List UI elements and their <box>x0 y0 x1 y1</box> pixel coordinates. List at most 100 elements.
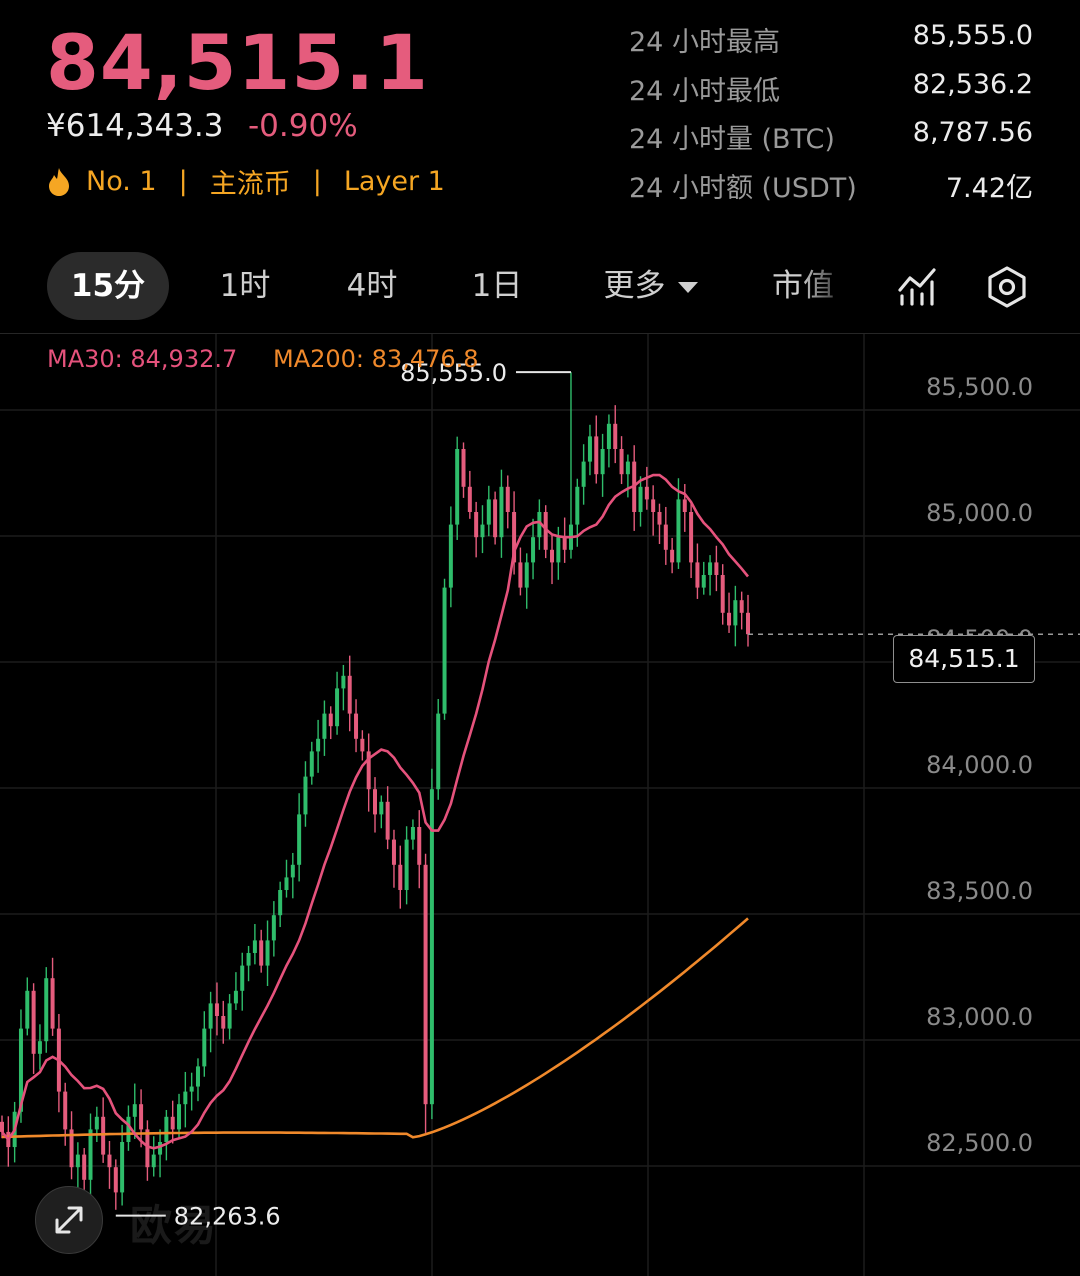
candle-body <box>265 940 270 966</box>
candle-body <box>505 486 510 512</box>
candle-body <box>360 738 365 752</box>
candle-body <box>366 751 371 790</box>
fullscreen-button[interactable] <box>35 1186 103 1254</box>
tab-15m[interactable]: 15分 <box>47 252 169 320</box>
candle <box>347 655 352 732</box>
candle <box>316 719 321 773</box>
candle-body <box>335 688 340 727</box>
candle-body <box>101 1116 106 1155</box>
candle <box>183 1071 188 1128</box>
candle-body <box>644 486 649 500</box>
candle <box>164 1109 169 1161</box>
candle <box>518 547 523 596</box>
tab-1h[interactable]: 1时 <box>219 268 271 304</box>
candle <box>410 819 415 850</box>
tag-separator: | <box>178 166 188 197</box>
stat-label-24h-high: 24 小时最高 <box>629 27 780 58</box>
tag-layer[interactable]: Layer 1 <box>343 166 445 197</box>
candle-body <box>720 575 725 613</box>
candle <box>335 671 340 735</box>
candle <box>278 881 283 928</box>
candle-body <box>550 549 555 563</box>
candle-body <box>404 839 409 890</box>
candle <box>600 433 605 497</box>
candle-body <box>50 978 55 1029</box>
indicator-chart-icon[interactable] <box>896 266 940 306</box>
candle <box>417 810 422 889</box>
ma30-legend: MA30: 84,932.7 <box>47 345 238 373</box>
flame-icon <box>49 167 69 196</box>
divider <box>0 333 1080 334</box>
tab-4h[interactable]: 4时 <box>346 268 398 304</box>
coin-tags: No. 1 | 主流币 | Layer 1 <box>46 162 445 201</box>
candle-body <box>177 1104 182 1130</box>
candle-body <box>183 1091 188 1105</box>
candle <box>151 1136 156 1177</box>
candle-body <box>309 751 314 777</box>
candle-body <box>733 600 738 626</box>
tab-1d[interactable]: 1日 <box>471 268 523 304</box>
tab-more[interactable]: 更多 <box>588 252 713 320</box>
candle-body <box>499 486 504 538</box>
kline-chart[interactable]: 85,500.085,000.084,500.084,000.083,500.0… <box>0 334 1080 1276</box>
last-price-tag: 84,515.1 <box>893 635 1035 683</box>
candle-body <box>594 436 599 475</box>
candle <box>309 741 314 785</box>
candle-body <box>132 1104 137 1117</box>
candle <box>139 1089 144 1148</box>
candle-body <box>158 1142 163 1155</box>
high-marker-label: 85,555.0 <box>400 359 507 387</box>
candle <box>429 768 434 1120</box>
candle <box>708 555 713 596</box>
candle-body <box>429 789 434 1105</box>
low-marker: 82,263.6 <box>115 1203 281 1231</box>
candle <box>145 1120 150 1181</box>
chart-grid <box>0 334 1080 1276</box>
candle-body <box>322 713 327 739</box>
candle <box>132 1083 137 1139</box>
candle <box>246 945 251 982</box>
candle <box>37 1024 42 1070</box>
candle-body <box>537 512 542 538</box>
candle <box>543 505 548 559</box>
candle <box>689 502 694 579</box>
y-axis-tick-label: 83,000.0 <box>926 1003 1033 1031</box>
tag-separator: | <box>312 166 322 197</box>
y-axis-tick-label: 84,000.0 <box>926 751 1033 779</box>
candle-body <box>31 990 36 1054</box>
y-axis-tick-label: 83,500.0 <box>926 877 1033 905</box>
candle-body <box>195 1066 200 1087</box>
candle <box>271 901 276 957</box>
candle <box>252 924 257 965</box>
candle <box>354 699 359 753</box>
candle-body <box>657 512 662 525</box>
candle <box>265 920 270 987</box>
candle-body <box>347 675 352 714</box>
candle-body <box>379 801 384 815</box>
candle <box>480 505 485 554</box>
candle <box>670 537 675 574</box>
candle-body <box>208 1003 213 1029</box>
candle <box>107 1140 112 1189</box>
interval-tabs: 15分 1时 4时 1日 更多 市值 <box>0 252 1080 324</box>
candle-body <box>606 423 611 449</box>
tag-category[interactable]: 主流币 <box>209 169 291 200</box>
candle <box>195 1058 200 1102</box>
candle-body <box>493 499 498 538</box>
candle-body <box>290 864 295 878</box>
candle-body <box>512 512 517 563</box>
settings-hexagon-icon[interactable] <box>986 265 1028 309</box>
candle-body <box>214 1003 219 1016</box>
candle <box>31 983 36 1074</box>
candle-body <box>746 612 750 635</box>
candle <box>455 436 460 540</box>
candle-body <box>423 864 428 1105</box>
candle-body <box>518 562 523 588</box>
candle <box>701 561 706 595</box>
tag-rank[interactable]: No. 1 <box>86 166 157 197</box>
candle-body <box>556 537 561 563</box>
candle-body <box>486 499 491 525</box>
candle <box>25 977 30 1036</box>
candle <box>493 491 498 545</box>
candle-body <box>581 461 586 487</box>
